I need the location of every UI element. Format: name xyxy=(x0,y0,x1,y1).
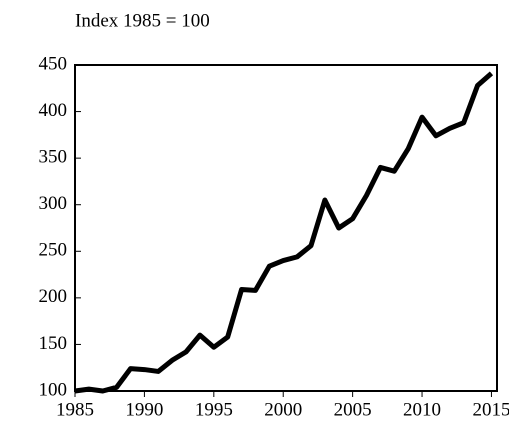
plot-frame xyxy=(74,64,498,392)
x-tick-label: 1990 xyxy=(125,399,163,420)
y-tick-label: 450 xyxy=(39,53,68,74)
data-line xyxy=(74,71,494,394)
y-tick-label: 350 xyxy=(39,147,68,168)
y-tick-label: 150 xyxy=(39,333,68,354)
y-tick-label: 200 xyxy=(39,286,68,307)
x-tick-label: 2010 xyxy=(403,399,441,420)
x-tick-label: 2005 xyxy=(334,399,372,420)
x-tick-label: 2000 xyxy=(264,399,302,420)
y-tick-label: 400 xyxy=(39,100,68,121)
y-tick-label: 250 xyxy=(39,240,68,261)
x-tick-label: 1995 xyxy=(195,399,233,420)
chart-title: Index 1985 = 100 xyxy=(75,10,210,31)
y-tick-label: 300 xyxy=(39,193,68,214)
x-tick-label: 2015 xyxy=(472,399,509,420)
x-tick-label: 1985 xyxy=(56,399,94,420)
y-tick-label: 100 xyxy=(39,379,68,400)
